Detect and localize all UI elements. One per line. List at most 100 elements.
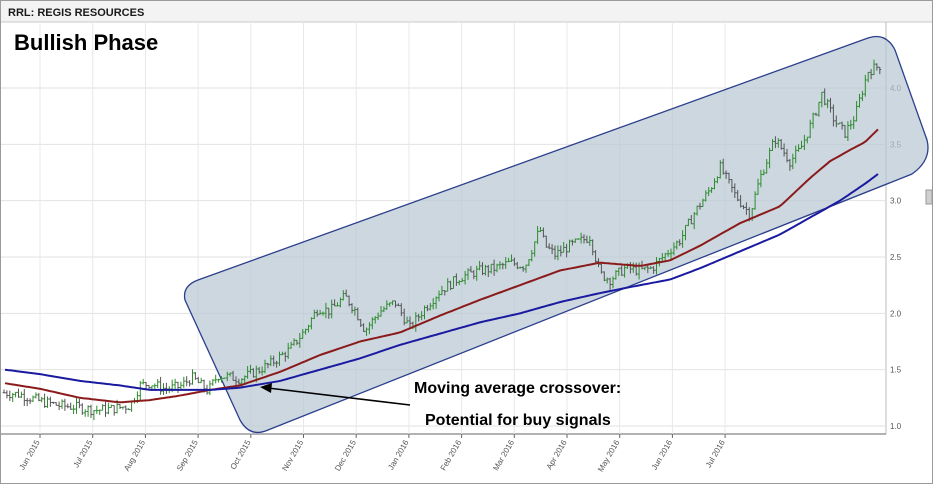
price-bar	[185, 376, 189, 387]
price-bar	[86, 405, 90, 417]
price-bar	[225, 371, 229, 382]
price-bar	[362, 323, 365, 332]
price-bar	[11, 392, 15, 402]
price-bar	[179, 381, 183, 390]
price-bar	[855, 100, 858, 122]
price-bar	[54, 402, 58, 406]
price-bar	[530, 249, 534, 262]
price-bar	[611, 276, 615, 289]
price-bar	[83, 409, 87, 417]
price-bar	[800, 140, 803, 149]
price-bar	[176, 381, 180, 393]
price-bar	[585, 235, 589, 244]
price-bar	[208, 380, 212, 396]
price-bar	[689, 215, 693, 225]
price-bar	[591, 239, 595, 256]
price-bar	[716, 176, 719, 184]
scroll-handle[interactable]	[925, 189, 933, 205]
price-bar	[794, 145, 798, 164]
price-bar	[753, 191, 757, 210]
price-bar	[559, 245, 563, 257]
y-tick-label: 2.5	[890, 253, 902, 262]
crossover-label-line1: Moving average crossover:	[414, 380, 621, 397]
price-bar	[173, 378, 177, 390]
price-bar	[460, 277, 464, 283]
price-bar	[69, 402, 73, 410]
price-bar	[457, 280, 461, 286]
crossover-label-line2: Potential for buy signals	[425, 412, 611, 429]
price-bar	[542, 227, 545, 238]
price-bar	[692, 212, 696, 230]
price-bar	[246, 365, 249, 379]
price-bar	[286, 342, 290, 359]
price-bar	[846, 121, 850, 141]
trend-channel	[183, 35, 929, 434]
price-bar	[646, 265, 650, 274]
price-bar	[510, 254, 513, 262]
price-bar	[107, 402, 110, 415]
price-bar	[379, 306, 383, 317]
price-bar	[138, 381, 142, 401]
price-bar	[724, 170, 728, 179]
price-bar	[426, 304, 429, 312]
price-bar	[237, 378, 241, 385]
price-bar	[92, 410, 96, 421]
price-bar	[315, 309, 319, 317]
price-bar	[562, 241, 566, 253]
price-bar	[101, 404, 104, 411]
price-bar	[292, 338, 296, 346]
price-bar	[762, 169, 766, 176]
price-bar	[768, 147, 771, 169]
price-bar	[78, 398, 81, 409]
price-bar	[544, 235, 548, 248]
price-bar	[356, 307, 360, 321]
price-bar	[785, 148, 789, 163]
price-bar	[263, 359, 267, 374]
price-bar	[736, 189, 740, 202]
price-bar	[791, 153, 795, 170]
price-bar	[678, 239, 682, 247]
price-bar	[803, 134, 806, 151]
price-bar	[353, 306, 357, 316]
price-bar	[89, 404, 93, 418]
price-bar	[710, 187, 713, 194]
price-bar	[550, 244, 554, 255]
price-bar	[112, 405, 116, 416]
price-bar	[594, 250, 597, 264]
price-bar	[469, 266, 473, 273]
price-bar	[573, 238, 577, 243]
price-bar	[22, 389, 26, 406]
price-bar	[547, 243, 551, 250]
price-bar	[863, 74, 867, 97]
price-bar	[51, 401, 55, 404]
price-bar	[347, 295, 351, 307]
price-bar	[837, 122, 841, 125]
price-bar	[104, 401, 107, 417]
price-bar	[420, 311, 423, 321]
price-bar	[440, 285, 444, 296]
price-bar	[283, 351, 287, 362]
price-bar	[188, 380, 191, 387]
price-bar	[620, 265, 624, 276]
price-bar	[446, 278, 450, 292]
price-bar	[449, 280, 452, 291]
price-bar	[504, 257, 508, 269]
price-bar	[5, 390, 9, 399]
price-bar	[843, 124, 847, 139]
price-bar	[452, 276, 455, 290]
price-bar	[428, 302, 432, 311]
price-bar	[43, 393, 46, 408]
price-bar	[234, 376, 238, 387]
price-bar	[660, 253, 664, 261]
price-bar	[687, 218, 690, 227]
price-bar	[536, 225, 539, 245]
price-bar	[25, 397, 29, 407]
price-bar	[37, 393, 41, 402]
price-bar	[681, 230, 684, 248]
price-bar	[388, 302, 392, 307]
price-bar	[669, 248, 673, 260]
price-bar	[524, 264, 528, 273]
price-bar	[127, 408, 131, 411]
price-bar	[776, 138, 780, 148]
